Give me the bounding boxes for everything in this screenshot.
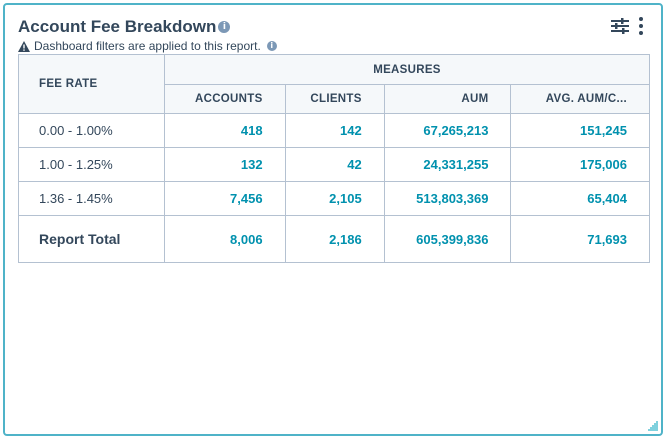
cell-clients[interactable]: 2,105 <box>284 181 385 216</box>
table-row: 1.36 - 1.45% 7,456 2,105 513,803,369 65,… <box>18 181 650 216</box>
fee-breakdown-table: FEE RATE MEASURES ACCOUNTS CLIENTS AUM A… <box>18 54 650 263</box>
cell-accounts[interactable]: 418 <box>164 113 286 148</box>
total-aum[interactable]: 605,399,836 <box>383 215 512 263</box>
filter-sliders-icon[interactable] <box>611 18 629 34</box>
cell-clients[interactable]: 42 <box>284 147 385 182</box>
row-label: 1.36 - 1.45% <box>18 181 165 216</box>
row-label: 0.00 - 1.00% <box>18 113 165 148</box>
header-measures: MEASURES <box>164 54 650 85</box>
header-avg-aum[interactable]: AVG. AUM/C... <box>510 84 650 114</box>
cell-accounts[interactable]: 7,456 <box>164 181 286 216</box>
header-aum[interactable]: AUM <box>383 84 512 114</box>
cell-accounts[interactable]: 132 <box>164 147 286 182</box>
total-clients[interactable]: 2,186 <box>284 215 385 263</box>
filter-notice: Dashboard filters are applied to this re… <box>18 39 277 53</box>
total-avg-aum[interactable]: 71,693 <box>510 215 650 263</box>
more-vertical-icon[interactable] <box>639 17 643 35</box>
cell-aum[interactable]: 67,265,213 <box>383 113 512 148</box>
resize-handle-icon[interactable] <box>646 419 658 431</box>
header-accounts[interactable]: ACCOUNTS <box>164 84 286 114</box>
total-row: Report Total 8,006 2,186 605,399,836 71,… <box>18 215 650 263</box>
total-label: Report Total <box>18 215 165 263</box>
cell-avg-aum[interactable]: 175,006 <box>510 147 650 182</box>
warning-icon <box>18 40 30 52</box>
cell-avg-aum[interactable]: 65,404 <box>510 181 650 216</box>
filter-notice-text: Dashboard filters are applied to this re… <box>34 39 261 53</box>
cell-avg-aum[interactable]: 151,245 <box>510 113 650 148</box>
row-label: 1.00 - 1.25% <box>18 147 165 182</box>
table-row: 1.00 - 1.25% 132 42 24,331,255 175,006 <box>18 147 650 182</box>
cell-clients[interactable]: 142 <box>284 113 385 148</box>
card-actions <box>611 17 643 35</box>
report-title: Account Fee Breakdown <box>18 17 217 36</box>
total-accounts[interactable]: 8,006 <box>164 215 286 263</box>
header-clients[interactable]: CLIENTS <box>284 84 385 114</box>
cell-aum[interactable]: 24,331,255 <box>383 147 512 182</box>
report-title-wrap: Account Fee Breakdown i <box>18 17 231 37</box>
header-fee-rate[interactable]: FEE RATE <box>18 54 165 114</box>
table-row: 0.00 - 1.00% 418 142 67,265,213 151,245 <box>18 113 650 148</box>
notice-info-icon[interactable]: i <box>266 41 277 51</box>
cell-aum[interactable]: 513,803,369 <box>383 181 512 216</box>
info-icon[interactable]: i <box>218 21 231 33</box>
report-card: Account Fee Breakdown i Dashboard filter… <box>3 3 663 436</box>
